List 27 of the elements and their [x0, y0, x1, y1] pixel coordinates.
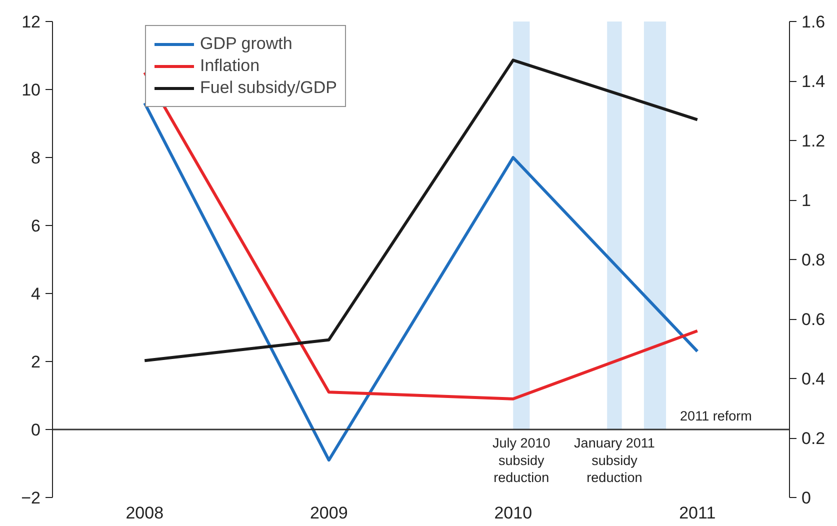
y2-tick-label: 1	[802, 191, 811, 210]
y-tick-label: 10	[22, 80, 41, 100]
y2-tick-label: 1.6	[802, 12, 826, 32]
x-tick-label: 2008	[126, 504, 164, 522]
y-tick-label: 8	[31, 148, 41, 168]
y2-tick-label: 0	[802, 488, 811, 508]
y2-tick-label: 1.2	[802, 132, 826, 150]
y-tick-label: 6	[31, 216, 41, 236]
band-label: 2011 reform	[680, 408, 752, 424]
legend-label: Fuel subsidy/GDP	[200, 78, 337, 98]
y-tick-label: −2	[21, 488, 41, 508]
y2-tick-label: 1.4	[802, 72, 826, 91]
x-tick-label: 2011	[679, 504, 716, 522]
y-tick-label: 0	[31, 420, 41, 440]
band-label: July 2010 subsidy reduction	[492, 436, 550, 485]
x-tick-label: 2009	[310, 504, 348, 522]
y2-tick-label: 0.4	[802, 370, 826, 388]
x-tick-label: 2010	[494, 504, 532, 522]
y2-tick-label: 0.2	[802, 429, 826, 448]
y2-tick-label: 0.8	[802, 250, 826, 270]
y-tick-label: 2	[31, 352, 41, 372]
legend-label: GDP growth	[200, 34, 292, 54]
y-tick-label: 4	[31, 284, 41, 304]
legend-label: Inflation	[200, 56, 260, 76]
band-label: January 2011 subsidy reduction	[574, 436, 655, 485]
y2-tick-label: 0.6	[802, 310, 826, 329]
y-tick-label: 12	[22, 12, 41, 32]
